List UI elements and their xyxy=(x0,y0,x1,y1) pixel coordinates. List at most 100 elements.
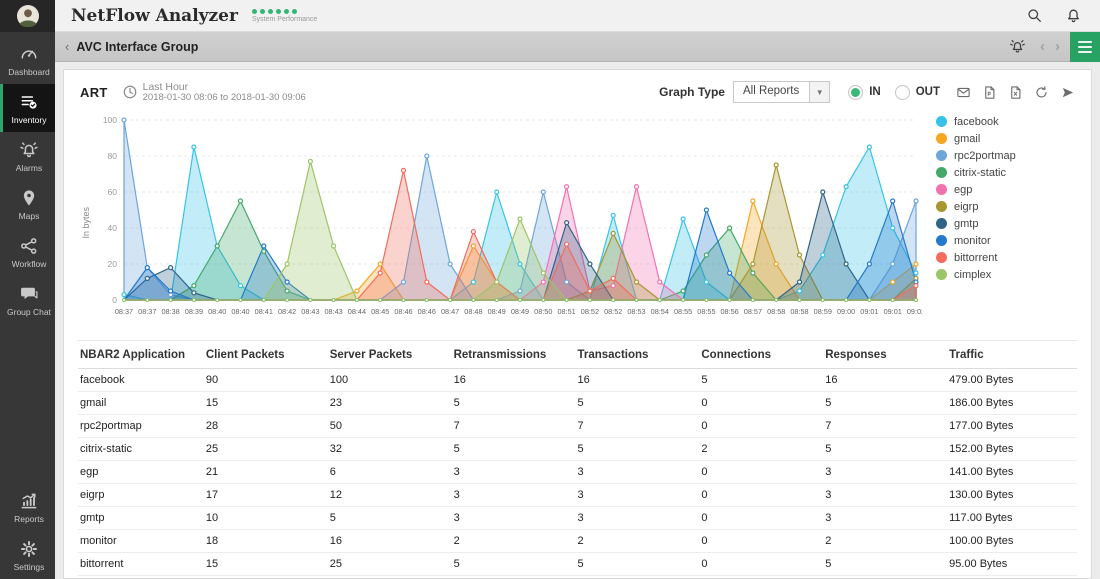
legend-item-bittorrent[interactable]: bittorrent xyxy=(936,252,1072,264)
table-row: citrix-static 25 32 5 5 2 5 152.00 Bytes xyxy=(78,438,1077,461)
user-avatar[interactable] xyxy=(0,0,55,32)
table-cell: 5 xyxy=(453,396,460,409)
chart-legend: facebook gmail rpc2portmap citrix-static egp… xyxy=(922,110,1072,336)
table-cell: 5 xyxy=(825,557,832,570)
gauge-icon xyxy=(19,44,39,64)
sidebar-item-group-chat[interactable]: Group Chat xyxy=(0,276,55,324)
table-cell: rpc2portmap xyxy=(80,419,142,432)
excel-export-icon[interactable] xyxy=(1008,85,1023,100)
notifications-icon[interactable] xyxy=(1065,7,1082,24)
time-range-picker[interactable]: Last Hour 2018-01-30 08:06 to 2018-01-30… xyxy=(122,81,306,104)
direction-radio-group: IN OUT xyxy=(848,84,954,100)
sidebar-item-label: Reports xyxy=(14,514,44,524)
table-row: bittorrent 15 25 5 5 0 5 95.00 Bytes xyxy=(78,553,1077,576)
settings-icon xyxy=(19,539,39,559)
pdf-export-icon[interactable] xyxy=(982,85,997,100)
legend-item-facebook[interactable]: facebook xyxy=(936,116,1072,128)
system-performance-widget[interactable]: System Performance xyxy=(251,8,317,23)
menu-icon[interactable] xyxy=(1070,31,1100,62)
svg-text:60: 60 xyxy=(108,187,118,197)
legend-item-citrix-static[interactable]: citrix-static xyxy=(936,167,1072,179)
graph-type-value[interactable]: All Reports xyxy=(742,85,800,98)
svg-text:08:40: 08:40 xyxy=(231,307,249,316)
sidebar-item-maps[interactable]: Maps xyxy=(0,180,55,228)
legend-dot xyxy=(936,167,947,179)
table-cell: 2 xyxy=(577,534,584,547)
table-cell: gmtp xyxy=(80,511,105,524)
legend-label: cimplex xyxy=(954,268,992,281)
legend-label: monitor xyxy=(954,234,991,247)
direction-radio-label[interactable]: IN xyxy=(869,86,881,99)
prev-chevron-icon[interactable]: ‹ xyxy=(1040,38,1045,55)
table-cell: 3 xyxy=(453,488,460,501)
direction-radio-out[interactable] xyxy=(894,84,910,100)
chevron-down-icon[interactable]: ▼ xyxy=(809,82,830,103)
table-cell: 90 xyxy=(205,373,219,386)
table-row: monitor 18 16 2 2 0 2 100.00 Bytes xyxy=(78,530,1077,553)
svg-text:08:38: 08:38 xyxy=(161,307,179,316)
alarm-icon[interactable] xyxy=(1009,38,1026,55)
legend-dot xyxy=(936,184,947,196)
legend-item-gmtp[interactable]: gmtp xyxy=(936,218,1072,230)
legend-item-egp[interactable]: egp xyxy=(936,184,1072,196)
search-icon[interactable] xyxy=(1026,7,1043,24)
legend-item-monitor[interactable]: monitor xyxy=(936,235,1072,247)
slideshow-icon[interactable] xyxy=(1060,85,1075,100)
sidebar-item-reports[interactable]: Reports xyxy=(0,483,55,531)
table-cell: 21 xyxy=(205,465,219,478)
table-cell: 5 xyxy=(577,557,584,570)
legend-item-eigrp[interactable]: eigrp xyxy=(936,201,1072,213)
table-cell: 28 xyxy=(205,419,219,432)
legend-item-gmail[interactable]: gmail xyxy=(936,133,1072,145)
sidebar-item-settings[interactable]: Settings xyxy=(0,531,55,579)
back-chevron-icon[interactable]: ‹ xyxy=(65,39,70,54)
svg-text:08:48: 08:48 xyxy=(464,307,482,316)
table-cell: 5 xyxy=(577,442,584,455)
nbar2-table: NBAR2 Application Client Packets Server Pa… xyxy=(78,339,1077,579)
legend-label: bittorrent xyxy=(954,251,998,264)
table-cell: 3 xyxy=(453,511,460,524)
table-cell: facebook xyxy=(80,373,125,386)
direction-radio-label[interactable]: OUT xyxy=(915,86,940,99)
refresh-icon[interactable] xyxy=(1034,85,1049,100)
table-row: gmtp 10 5 3 3 0 3 117.00 Bytes xyxy=(78,507,1077,530)
svg-text:08:41: 08:41 xyxy=(255,307,273,316)
table-cell: 3 xyxy=(825,465,832,478)
chat-icon xyxy=(19,284,39,304)
table-cell: 95.00 Bytes xyxy=(949,557,1008,570)
table-cell: gmail xyxy=(80,396,107,409)
legend-dot xyxy=(936,150,947,162)
legend-dot xyxy=(936,252,947,264)
table-body: facebook 90 100 16 16 5 16 479.00 Bytes gmail 15 2… xyxy=(78,369,1077,579)
avatar-icon xyxy=(16,5,39,28)
sidebar-item-inventory[interactable]: Inventory xyxy=(0,84,55,132)
legend-item-rpc2portmap[interactable]: rpc2portmap xyxy=(936,150,1072,162)
next-chevron-icon[interactable]: › xyxy=(1055,38,1060,55)
svg-text:08:59: 08:59 xyxy=(814,307,832,316)
direction-radio-in[interactable] xyxy=(848,84,864,100)
sidebar-item-label: Workflow xyxy=(11,259,47,269)
svg-text:08:49: 08:49 xyxy=(511,307,529,316)
sidebar-item-alarms[interactable]: Alarms xyxy=(0,132,55,180)
inventory-icon xyxy=(19,92,39,112)
art-report-panel: ART Last Hour 2018-01-30 08:06 to 2018-0… xyxy=(63,69,1092,579)
table-cell: 5 xyxy=(453,442,460,455)
mail-icon[interactable] xyxy=(956,85,971,100)
svg-text:08:55: 08:55 xyxy=(697,307,715,316)
sidebar-item-workflow[interactable]: Workflow xyxy=(0,228,55,276)
table-cell: egp xyxy=(80,465,99,478)
legend-dot xyxy=(936,133,947,145)
sidebar-item-label: Settings xyxy=(13,562,45,572)
svg-text:08:52: 08:52 xyxy=(604,307,622,316)
graph-type-label: Graph Type xyxy=(659,85,725,100)
table-cell: 25 xyxy=(329,557,342,570)
sidebar-item-label: Inventory xyxy=(11,115,47,125)
sidebar-item-dashboard[interactable]: Dashboard xyxy=(0,36,55,84)
table-cell: 5 xyxy=(577,396,584,409)
svg-text:08:54: 08:54 xyxy=(651,307,669,316)
table-cell: 16 xyxy=(453,373,466,386)
graph-type-dropdown[interactable]: All Reports ▼ xyxy=(732,81,831,104)
legend-item-cimplex[interactable]: cimplex xyxy=(936,269,1072,281)
table-cell: 100.00 Bytes xyxy=(949,534,1014,547)
